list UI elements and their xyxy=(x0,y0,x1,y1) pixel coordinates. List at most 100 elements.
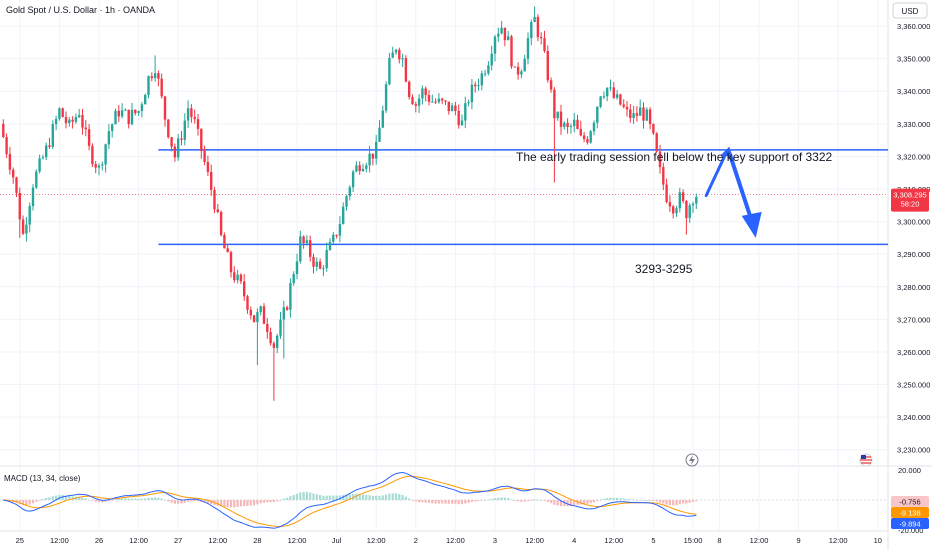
macd-histogram-bar xyxy=(332,495,335,500)
time-tick: 12:00 xyxy=(525,536,544,545)
candle-body xyxy=(315,261,318,267)
candle-body xyxy=(493,36,497,54)
candle-body xyxy=(127,109,130,125)
candle-body xyxy=(309,240,312,257)
support-annotation[interactable]: 3293-3295 xyxy=(635,262,693,276)
candle-body xyxy=(190,108,193,118)
macd-histogram-bar xyxy=(124,498,127,500)
candle-body xyxy=(662,167,665,185)
candle-body xyxy=(540,36,543,39)
candle-body xyxy=(365,165,368,169)
candle-body xyxy=(612,87,615,98)
candle-body xyxy=(200,128,203,151)
macd-histogram-bar xyxy=(388,493,391,500)
macd-histogram-bar xyxy=(31,500,35,504)
resistance-annotation[interactable]: The early trading session fell below the… xyxy=(516,150,833,164)
projection-arrows[interactable] xyxy=(704,146,762,238)
candle-body xyxy=(530,22,533,39)
macd-histogram-bar xyxy=(625,498,629,500)
macd-histogram-bar xyxy=(649,500,652,501)
candle-body xyxy=(546,51,549,81)
candle-body xyxy=(655,133,658,152)
candle-body xyxy=(226,248,229,253)
macd-histogram-bar xyxy=(672,500,675,506)
macd-histogram-bar xyxy=(424,500,427,503)
candle-body xyxy=(183,120,186,140)
macd-histogram-bar xyxy=(210,500,213,505)
time-tick: 5 xyxy=(651,536,655,545)
macd-histogram-bar xyxy=(88,499,91,501)
candle-body xyxy=(38,158,41,172)
macd-signal-line xyxy=(3,475,697,527)
macd-histogram-bar xyxy=(451,500,454,504)
macd-histogram-bar xyxy=(639,499,642,501)
macd-histogram-bar xyxy=(220,500,223,507)
support-resistance-lines[interactable] xyxy=(158,149,888,246)
macd-histogram-bar xyxy=(22,500,25,506)
lightning-icon[interactable] xyxy=(685,453,699,467)
candle-body xyxy=(408,81,411,98)
currency-box[interactable]: USD xyxy=(892,2,928,19)
macd-histogram-bar xyxy=(586,500,589,504)
macd-histogram-bar xyxy=(35,500,38,502)
candle-body xyxy=(609,87,612,89)
candle-body xyxy=(474,84,477,87)
candle-body xyxy=(368,153,371,166)
macd-histogram-bar xyxy=(477,500,480,501)
us-flag-icon[interactable] xyxy=(859,453,873,467)
candle-body xyxy=(345,196,348,207)
candle-body xyxy=(454,105,457,111)
candle-body xyxy=(417,98,421,106)
candle-body xyxy=(71,119,74,122)
time-tick: Jul xyxy=(332,536,342,545)
macd-histogram-bar xyxy=(68,495,71,500)
candle-body xyxy=(104,144,107,165)
macd-histogram-bar xyxy=(262,500,266,503)
candle-body xyxy=(223,235,226,249)
candle-body xyxy=(516,66,520,75)
candle-body xyxy=(658,151,662,168)
candle-body xyxy=(619,94,622,105)
macd-histogram-bar xyxy=(229,500,233,508)
candle-body xyxy=(299,236,302,262)
macd-histogram-bar xyxy=(196,500,200,502)
macd-histogram-bar xyxy=(533,499,536,501)
macd-histogram-bar xyxy=(84,498,87,500)
macd-histogram-bar xyxy=(556,500,559,506)
candle-body xyxy=(180,138,183,140)
macd-histogram-bar xyxy=(348,494,351,500)
macd-histogram-bar xyxy=(606,498,609,500)
macd-histogram-bar xyxy=(233,500,236,508)
macd-line xyxy=(3,471,697,529)
macd-histogram-bar xyxy=(418,500,421,503)
symbol-title[interactable]: Gold Spot / U.S. Dollar · 1h · OANDA xyxy=(6,5,155,15)
candle-body xyxy=(351,171,355,188)
candle-body xyxy=(292,274,295,284)
candle-body xyxy=(520,71,523,75)
candle-body xyxy=(305,240,309,244)
candle-body xyxy=(559,111,563,127)
macd-label[interactable]: MACD (13, 34, close) xyxy=(4,474,81,483)
candle-body xyxy=(665,184,668,203)
candle-body xyxy=(381,110,384,128)
macd-histogram-bar xyxy=(411,500,414,501)
candle-body xyxy=(688,205,691,218)
macd-histogram-bar xyxy=(206,500,209,504)
time-tick: 2 xyxy=(414,536,418,545)
macd-histogram-bar xyxy=(678,500,681,505)
macd-histogram-bar xyxy=(150,497,153,500)
candle-body xyxy=(652,124,655,134)
price-tick: 3,260.000 xyxy=(897,348,930,357)
macd-histogram-bar xyxy=(319,495,322,500)
macd-histogram-bar xyxy=(276,500,279,502)
price-tick: 3,350.000 xyxy=(897,55,930,64)
candle-body xyxy=(553,89,556,119)
macd-histogram-bar xyxy=(665,500,668,505)
candle-body xyxy=(12,169,15,178)
candle-body xyxy=(163,96,167,120)
macd-histogram-bar xyxy=(114,499,117,500)
candle-body xyxy=(285,307,289,310)
macd-histogram-bar xyxy=(25,500,28,506)
candle-body xyxy=(523,58,526,72)
